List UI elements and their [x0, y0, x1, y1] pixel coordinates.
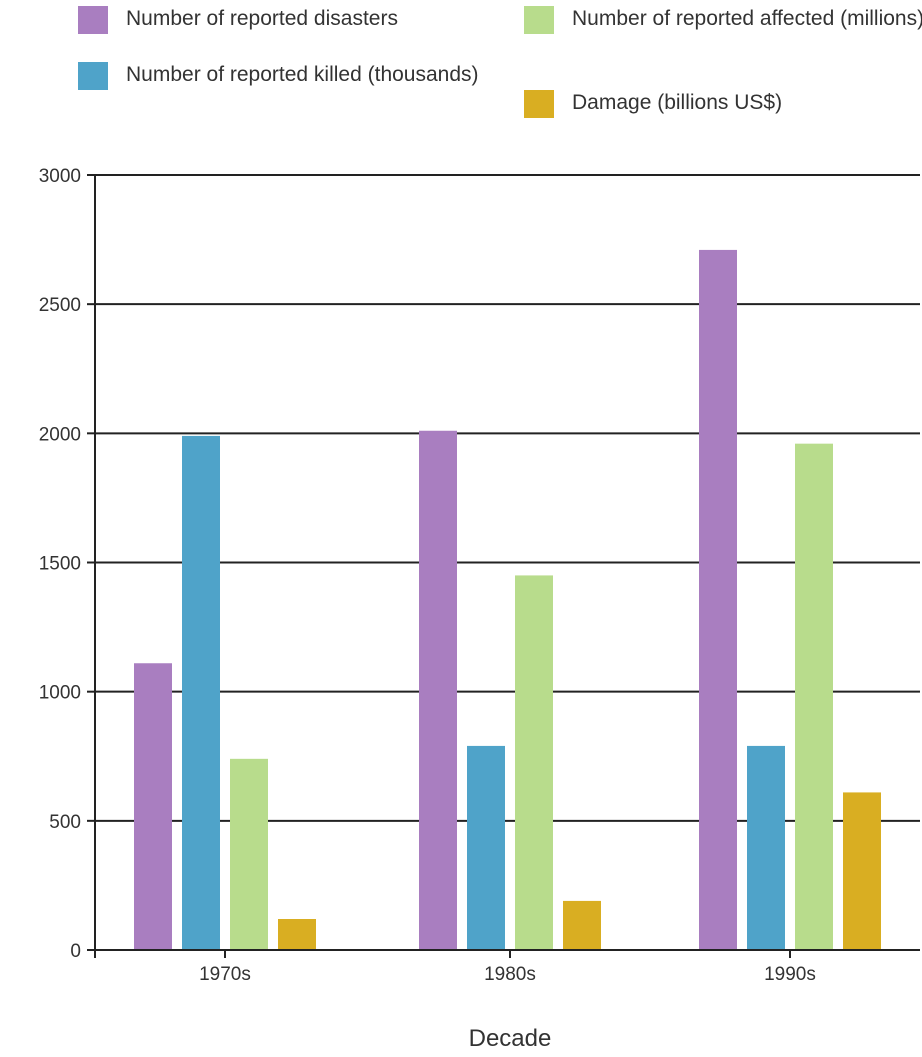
bar-1970s-series-0 — [134, 663, 172, 950]
legend: Number of reported disasters Number of r… — [0, 0, 922, 140]
bar-1990s-series-1 — [747, 745, 785, 950]
grid-lines — [95, 174, 920, 822]
legend-item-disasters: Number of reported disasters — [78, 6, 398, 34]
bars — [134, 249, 881, 951]
x-tick-label: 1970s — [199, 964, 251, 985]
y-tick-label: 1000 — [39, 683, 81, 704]
bar-1980s-series-0 — [419, 430, 457, 950]
legend-item-killed: Number of reported killed (thousands) — [78, 62, 486, 90]
y-tick-label: 3000 — [39, 166, 81, 187]
x-tick-label: 1980s — [484, 964, 536, 985]
y-tick-label: 2000 — [39, 424, 81, 445]
y-tick-label: 500 — [49, 812, 81, 833]
legend-swatch-damage — [524, 90, 554, 118]
y-tick-label: 0 — [70, 941, 81, 962]
bar-1970s-series-3 — [278, 919, 316, 950]
legend-swatch-affected — [524, 6, 554, 34]
y-tick-label: 1500 — [39, 554, 81, 575]
x-tick-labels: 1970s 1980s 1990s — [199, 964, 816, 985]
bar-1990s-series-2 — [795, 443, 833, 950]
y-tick-label: 2500 — [39, 295, 81, 316]
legend-item-damage: Damage (billions US$) — [524, 90, 782, 118]
bar-1990s-series-0 — [699, 249, 737, 950]
bar-1980s-series-1 — [467, 745, 505, 950]
bar-1980s-series-3 — [563, 900, 601, 950]
legend-swatch-disasters — [78, 6, 108, 34]
legend-label-affected: Number of reported affected (millions) — [572, 7, 922, 30]
y-tick-labels: 0 500 1000 1500 2000 2500 3000 — [39, 166, 81, 962]
legend-swatch-killed — [78, 62, 108, 90]
bar-1980s-series-2 — [515, 575, 553, 950]
bar-1970s-series-1 — [182, 435, 220, 951]
x-tick-label: 1990s — [764, 964, 816, 985]
bar-1970s-series-2 — [230, 758, 268, 950]
legend-label-disasters: Number of reported disasters — [126, 7, 398, 30]
axes — [87, 174, 920, 958]
legend-label-killed: Number of reported killed (thousands) — [126, 63, 479, 86]
legend-item-affected: Number of reported affected (millions) — [524, 6, 922, 34]
legend-label-damage: Damage (billions US$) — [572, 91, 783, 114]
bar-1990s-series-3 — [843, 792, 881, 950]
x-axis-title: Decade — [469, 1025, 552, 1052]
